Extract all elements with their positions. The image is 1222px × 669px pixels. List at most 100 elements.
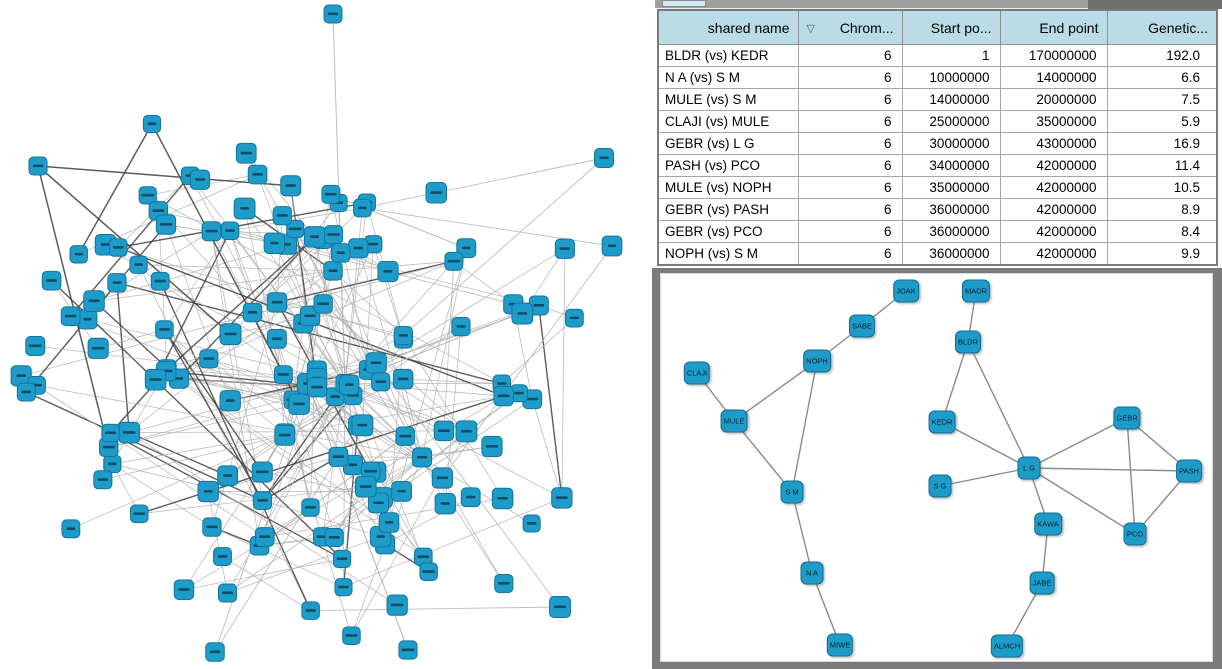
table-cell[interactable]: 16.9 (1106, 132, 1218, 155)
column-header-start_position[interactable]: Start po... (901, 9, 1001, 45)
table-cell[interactable]: 5.9 (1106, 110, 1218, 133)
table-cell[interactable]: 6 (797, 44, 903, 67)
table-cell[interactable]: 42000000 (999, 154, 1108, 177)
table-row[interactable]: N A (vs) S M 6 10000000 14000000 6.6 (657, 66, 1218, 89)
network-node-N-A[interactable]: N A (800, 561, 824, 585)
network-edge[interactable] (1028, 467, 1190, 472)
table-row[interactable]: BLDR (vs) KEDR 6 1 170000000 192.0 (657, 44, 1218, 67)
table-cell[interactable]: 6 (797, 176, 903, 199)
table-cell[interactable]: 30000000 (901, 132, 1001, 155)
table-cell[interactable]: 36000000 (901, 220, 1001, 243)
network-edge[interactable] (1028, 417, 1128, 469)
network-node-MADR[interactable]: MADR (961, 279, 991, 303)
network-node-L-G[interactable]: L G (1017, 456, 1041, 480)
table-cell[interactable]: 6 (797, 198, 903, 221)
table-cell[interactable]: 170000000 (999, 44, 1108, 67)
column-header-genetic[interactable]: Genetic... (1106, 9, 1218, 45)
network-edge[interactable] (1126, 417, 1136, 535)
table-row[interactable]: MULE (vs) NOPH 6 35000000 42000000 10.5 (657, 176, 1218, 199)
network-node-MIWE[interactable]: MIWE (826, 633, 854, 657)
table-cell[interactable]: 8.4 (1106, 220, 1218, 243)
table-cell[interactable]: GEBR (vs) PASH (657, 198, 799, 221)
network-node-KEDR[interactable]: KEDR (928, 410, 956, 434)
table-cell[interactable]: 6 (797, 110, 903, 133)
table-cell[interactable]: 7.5 (1106, 88, 1218, 111)
network-edge[interactable] (733, 420, 793, 493)
column-header-chromosome[interactable]: ▽ Chrom... (797, 9, 903, 45)
table-cell[interactable]: 9.9 (1106, 242, 1218, 266)
network-node-PASH[interactable]: PASH (1176, 459, 1202, 483)
table-cell[interactable]: 6 (797, 132, 903, 155)
network-node-NOPH[interactable]: NOPH (803, 349, 831, 373)
table-cell[interactable]: 14000000 (999, 66, 1108, 89)
table-cell[interactable]: 35000000 (999, 110, 1108, 133)
network-node-JOAK[interactable]: JOAK (893, 279, 919, 303)
network-node-PCO[interactable]: PCO (1123, 522, 1147, 546)
network-node-CLAJI[interactable]: CLAJI (683, 361, 711, 385)
network-edge[interactable] (967, 341, 1030, 469)
table-row[interactable]: MULE (vs) S M 6 14000000 20000000 7.5 (657, 88, 1218, 111)
network-edge[interactable] (939, 467, 1030, 487)
table-cell[interactable]: 42000000 (999, 220, 1108, 243)
table-cell[interactable]: 192.0 (1106, 44, 1218, 67)
table-cell[interactable]: 34000000 (901, 154, 1001, 177)
network-node-KAWA[interactable]: KAWA (1034, 512, 1062, 536)
table-row[interactable]: CLAJI (vs) MULE 6 25000000 35000000 5.9 (657, 110, 1218, 133)
table-row[interactable]: PASH (vs) PCO 6 34000000 42000000 11.4 (657, 154, 1218, 177)
network-edge[interactable] (1028, 467, 1136, 535)
table-cell[interactable]: 6 (797, 242, 903, 266)
table-cell[interactable]: 10000000 (901, 66, 1001, 89)
table-cell[interactable]: 35000000 (901, 176, 1001, 199)
network-edge[interactable] (733, 360, 818, 422)
table-cell[interactable]: GEBR (vs) L G (657, 132, 799, 155)
table-cell[interactable]: 36000000 (901, 198, 1001, 221)
table-cell[interactable]: MULE (vs) NOPH (657, 176, 799, 199)
table-cell[interactable]: 25000000 (901, 110, 1001, 133)
table-row[interactable]: GEBR (vs) L G 6 30000000 43000000 16.9 (657, 132, 1218, 155)
table-cell[interactable]: BLDR (vs) KEDR (657, 44, 799, 67)
table-cell[interactable]: MULE (vs) S M (657, 88, 799, 111)
table-cell[interactable]: PASH (vs) PCO (657, 154, 799, 177)
network-node-GEBR[interactable]: GEBR (1113, 406, 1141, 430)
table-cell[interactable]: 42000000 (999, 176, 1108, 199)
table-cell[interactable]: 6 (797, 220, 903, 243)
table-cell[interactable]: NOPH (vs) S M (657, 242, 799, 266)
main-network-panel[interactable] (0, 0, 652, 669)
table-row[interactable]: GEBR (vs) PCO 6 36000000 42000000 8.4 (657, 220, 1218, 243)
table-cell[interactable]: 6.6 (1106, 66, 1218, 89)
column-header-end_point[interactable]: End point (999, 9, 1108, 45)
table-cell[interactable]: CLAJI (vs) MULE (657, 110, 799, 133)
table-cell[interactable]: 6 (797, 66, 903, 89)
column-header-shared_name[interactable]: shared name (657, 9, 799, 45)
table-cell[interactable]: 36000000 (901, 242, 1001, 266)
table-cell[interactable]: 10.5 (1106, 176, 1218, 199)
table-cell[interactable]: 6 (797, 88, 903, 111)
table-cell[interactable]: GEBR (vs) PCO (657, 220, 799, 243)
table-row[interactable]: GEBR (vs) PASH 6 36000000 42000000 8.9 (657, 198, 1218, 221)
table-cell[interactable]: 1 (901, 44, 1001, 67)
table-cell[interactable]: 43000000 (999, 132, 1108, 155)
network-edge[interactable] (791, 491, 813, 574)
network-edge[interactable] (811, 572, 841, 646)
table-cell[interactable]: 20000000 (999, 88, 1108, 111)
network-node-JABE[interactable]: JABE (1029, 571, 1055, 595)
table-cell[interactable]: 11.4 (1106, 154, 1218, 177)
network-node-BLDR[interactable]: BLDR (954, 330, 982, 354)
table-cell[interactable]: 42000000 (999, 242, 1108, 266)
network-node-S-G[interactable]: S G (928, 474, 952, 498)
network-edge[interactable] (941, 341, 969, 423)
table-cell[interactable]: 8.9 (1106, 198, 1218, 221)
selected-network-canvas[interactable]: JOAK SABE NOPH CLAJI MULE S M N A MIWE MADR BLDR K… (660, 273, 1213, 662)
filter-icon[interactable]: ▽ (806, 22, 815, 35)
table-cell[interactable]: N A (vs) S M (657, 66, 799, 89)
network-node-SABE[interactable]: SABE (848, 314, 876, 338)
table-row[interactable]: NOPH (vs) S M 6 36000000 42000000 9.9 (657, 242, 1218, 266)
network-edge[interactable] (791, 360, 818, 493)
table-cell[interactable]: 42000000 (999, 198, 1108, 221)
network-node-ALMCH[interactable]: ALMCH (990, 634, 1024, 658)
large-network-canvas[interactable] (0, 0, 652, 669)
network-node-S-M[interactable]: S M (780, 480, 804, 504)
network-edge[interactable] (941, 421, 1030, 469)
table-cell[interactable]: 6 (797, 154, 903, 177)
network-node-MULE[interactable]: MULE (720, 409, 748, 433)
